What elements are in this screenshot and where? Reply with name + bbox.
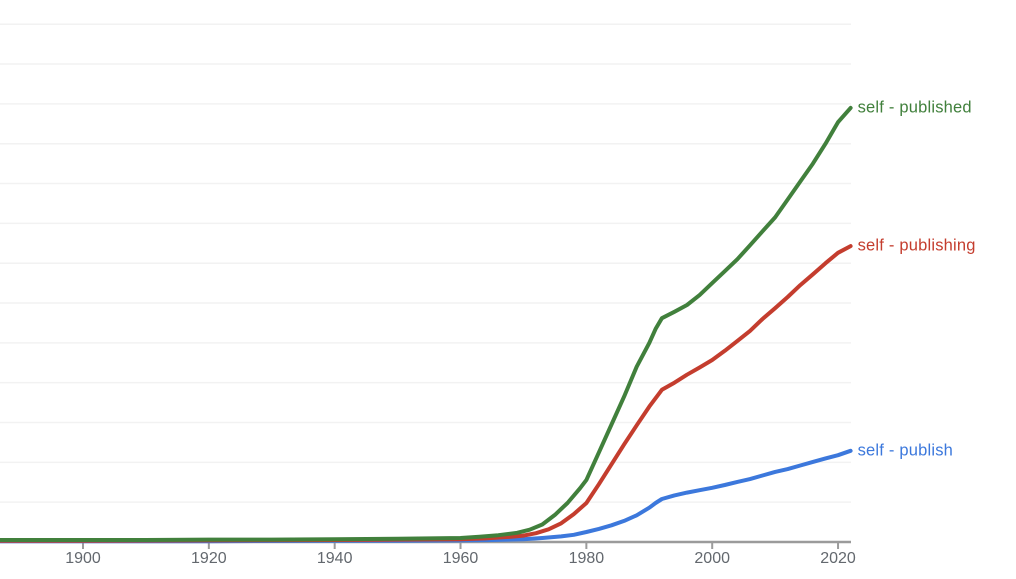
x-tick-label-1900: 1900 [65, 550, 101, 567]
series-label-self-published[interactable]: self - published [857, 98, 972, 117]
line-self-publish[interactable] [0, 448, 853, 544]
line-self-published[interactable] [0, 105, 853, 542]
x-axis-ticks [82, 543, 840, 549]
x-tick-label-2000: 2000 [694, 550, 730, 567]
line-self-publishing[interactable] [0, 244, 853, 543]
x-tick-label-2020: 2020 [820, 550, 856, 567]
x-tick-label-1960: 1960 [443, 550, 479, 567]
x-tick-label-1940: 1940 [317, 550, 353, 567]
x-tick-label-1920: 1920 [191, 550, 227, 567]
x-axis-tick-labels: 1900 1920 1940 1960 1980 2000 2020 [65, 550, 856, 567]
x-tick-label-1980: 1980 [569, 550, 605, 567]
series-label-self-publish[interactable]: self - publish [857, 441, 954, 460]
series-lines [0, 105, 853, 544]
gridlines [0, 23, 851, 503]
series-label-self-publishing[interactable]: self - publishing [857, 236, 976, 255]
